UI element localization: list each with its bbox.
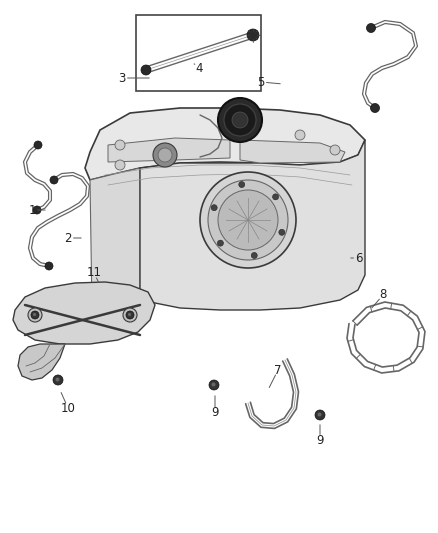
Text: 9: 9 — [211, 407, 219, 419]
Text: 4: 4 — [195, 61, 203, 75]
Circle shape — [239, 182, 245, 188]
Circle shape — [50, 176, 58, 184]
Circle shape — [208, 180, 288, 260]
Polygon shape — [85, 108, 365, 180]
Circle shape — [212, 383, 215, 386]
Circle shape — [123, 308, 137, 322]
Text: 6: 6 — [355, 252, 363, 264]
Text: 3: 3 — [118, 71, 126, 85]
Text: 5: 5 — [257, 76, 265, 88]
Circle shape — [218, 98, 262, 142]
Circle shape — [279, 229, 285, 235]
Circle shape — [318, 413, 321, 416]
Circle shape — [367, 23, 375, 33]
Circle shape — [200, 172, 296, 268]
Circle shape — [247, 29, 259, 41]
Circle shape — [115, 140, 125, 150]
Circle shape — [251, 253, 257, 259]
Circle shape — [141, 65, 151, 75]
Circle shape — [315, 410, 325, 420]
Text: 2: 2 — [64, 231, 72, 245]
Polygon shape — [90, 168, 140, 320]
Circle shape — [33, 313, 36, 316]
Circle shape — [31, 311, 39, 319]
Circle shape — [272, 194, 279, 200]
Circle shape — [128, 313, 131, 316]
Circle shape — [28, 308, 42, 322]
Circle shape — [126, 311, 134, 319]
Circle shape — [33, 206, 41, 214]
Text: 10: 10 — [60, 401, 75, 415]
Circle shape — [34, 141, 42, 149]
Circle shape — [158, 148, 172, 162]
Circle shape — [371, 103, 379, 112]
Circle shape — [217, 240, 223, 246]
Circle shape — [56, 377, 60, 382]
Circle shape — [218, 190, 278, 250]
Circle shape — [330, 145, 340, 155]
Circle shape — [153, 143, 177, 167]
Text: 11: 11 — [86, 266, 102, 279]
Polygon shape — [18, 344, 65, 380]
Text: 1: 1 — [28, 204, 36, 216]
Text: 7: 7 — [274, 364, 282, 376]
Polygon shape — [108, 138, 230, 162]
Circle shape — [224, 104, 256, 136]
Circle shape — [232, 112, 248, 128]
Circle shape — [45, 262, 53, 270]
Circle shape — [53, 375, 63, 385]
Polygon shape — [13, 282, 155, 344]
Circle shape — [295, 130, 305, 140]
Polygon shape — [240, 140, 345, 163]
Text: 8: 8 — [379, 288, 387, 302]
Text: 9: 9 — [316, 433, 324, 447]
Circle shape — [115, 160, 125, 170]
Circle shape — [211, 205, 217, 211]
Circle shape — [209, 380, 219, 390]
Bar — [136, 15, 261, 91]
Polygon shape — [140, 140, 365, 310]
